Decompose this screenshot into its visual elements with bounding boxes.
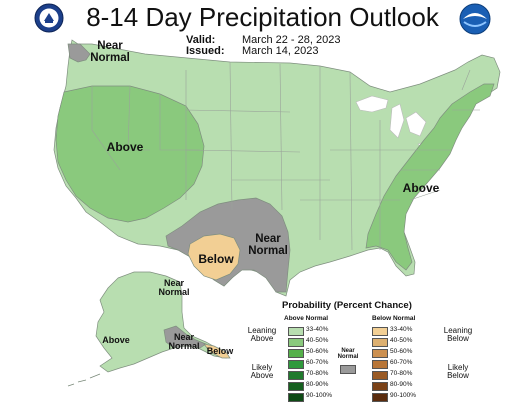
legend-below-range: 80-90%: [390, 381, 413, 388]
label-pacific-nw: Near Normal: [90, 40, 130, 65]
aleutian-islands: [67, 373, 101, 387]
legend-below-swatch: [372, 393, 388, 402]
legend-title: Probability (Percent Chance): [282, 300, 412, 311]
legend-above-swatch: [288, 382, 304, 391]
noaa-logo-icon: [459, 3, 491, 35]
issued-date: Issued: March 14, 2023: [186, 45, 318, 57]
legend-above-range: 80-90%: [306, 381, 329, 388]
legend-below-swatch: [372, 349, 388, 358]
legend-below-swatch: [372, 382, 388, 391]
legend-near-header: Near Normal: [337, 348, 359, 361]
label-alaska-panhandle: Below: [206, 346, 234, 356]
label-texas: Below: [198, 252, 234, 266]
legend-below-header: Below Normal: [372, 315, 416, 322]
valid-value: March 22 - 28, 2023: [242, 34, 341, 46]
legend-leaning-below: Leaning Below: [443, 326, 473, 344]
valid-dates: Valid: March 22 - 28, 2023: [186, 34, 340, 46]
legend-above-range: 40-50%: [306, 337, 329, 344]
legend-above-swatch: [288, 371, 304, 380]
legend-below-range: 60-70%: [390, 359, 413, 366]
legend-above-header: Above Normal: [284, 315, 329, 322]
legend-likely-above: Likely Above: [250, 363, 274, 381]
legend-above-range: 33-40%: [306, 326, 329, 333]
state-borders: [91, 61, 480, 251]
alaska-near-normal-region: [163, 325, 207, 349]
legend-above-swatch: [288, 338, 304, 347]
legend-above-range: 50-60%: [306, 348, 329, 355]
label-southern-plains: Near Normal: [248, 233, 288, 258]
texas-below-region: [187, 233, 241, 281]
legend-above-range: 70-80%: [306, 370, 329, 377]
legend-above-swatch: [288, 393, 304, 402]
label-southeast: Above: [402, 181, 440, 195]
valid-label: Valid:: [186, 34, 216, 46]
issued-value: March 14, 2023: [242, 45, 319, 57]
legend-below-swatch: [372, 371, 388, 380]
doc-seal-icon: [34, 3, 64, 33]
west-above-region: [55, 85, 205, 223]
legend-below-swatch: [372, 338, 388, 347]
legend-below-range: 40-50%: [390, 337, 413, 344]
label-alaska-south: Near Normal: [168, 332, 200, 352]
legend-below-range: 70-80%: [390, 370, 413, 377]
label-west: Above: [106, 140, 144, 154]
legend-near-swatch: [340, 365, 356, 374]
legend-likely-below: Likely Below: [447, 363, 469, 381]
page-title: 8-14 Day Precipitation Outlook: [86, 2, 439, 32]
legend-above-range: 90-100%: [306, 392, 333, 399]
legend-below-range: 33-40%: [390, 326, 413, 333]
legend-below-swatch: [372, 327, 388, 336]
issued-label: Issued:: [186, 45, 225, 57]
legend-above-swatch: [288, 349, 304, 358]
legend-below-swatch: [372, 360, 388, 369]
alaska-below-region: [203, 343, 231, 359]
legend-below-range: 50-60%: [390, 348, 413, 355]
east-above-region: [365, 83, 495, 271]
great-lakes: [355, 95, 457, 151]
legend-above-range: 60-70%: [306, 359, 329, 366]
pnw-near-normal-region: [67, 43, 91, 63]
legend-below-range: 90-100%: [390, 392, 417, 399]
legend-above-swatch: [288, 360, 304, 369]
legend-leaning-above: Leaning Above: [247, 326, 277, 344]
legend: Probability (Percent Chance) Above Norma…: [236, 300, 525, 405]
label-alaska-north: Near Normal: [158, 278, 190, 298]
label-alaska-west: Above: [102, 335, 130, 345]
legend-above-swatch: [288, 327, 304, 336]
